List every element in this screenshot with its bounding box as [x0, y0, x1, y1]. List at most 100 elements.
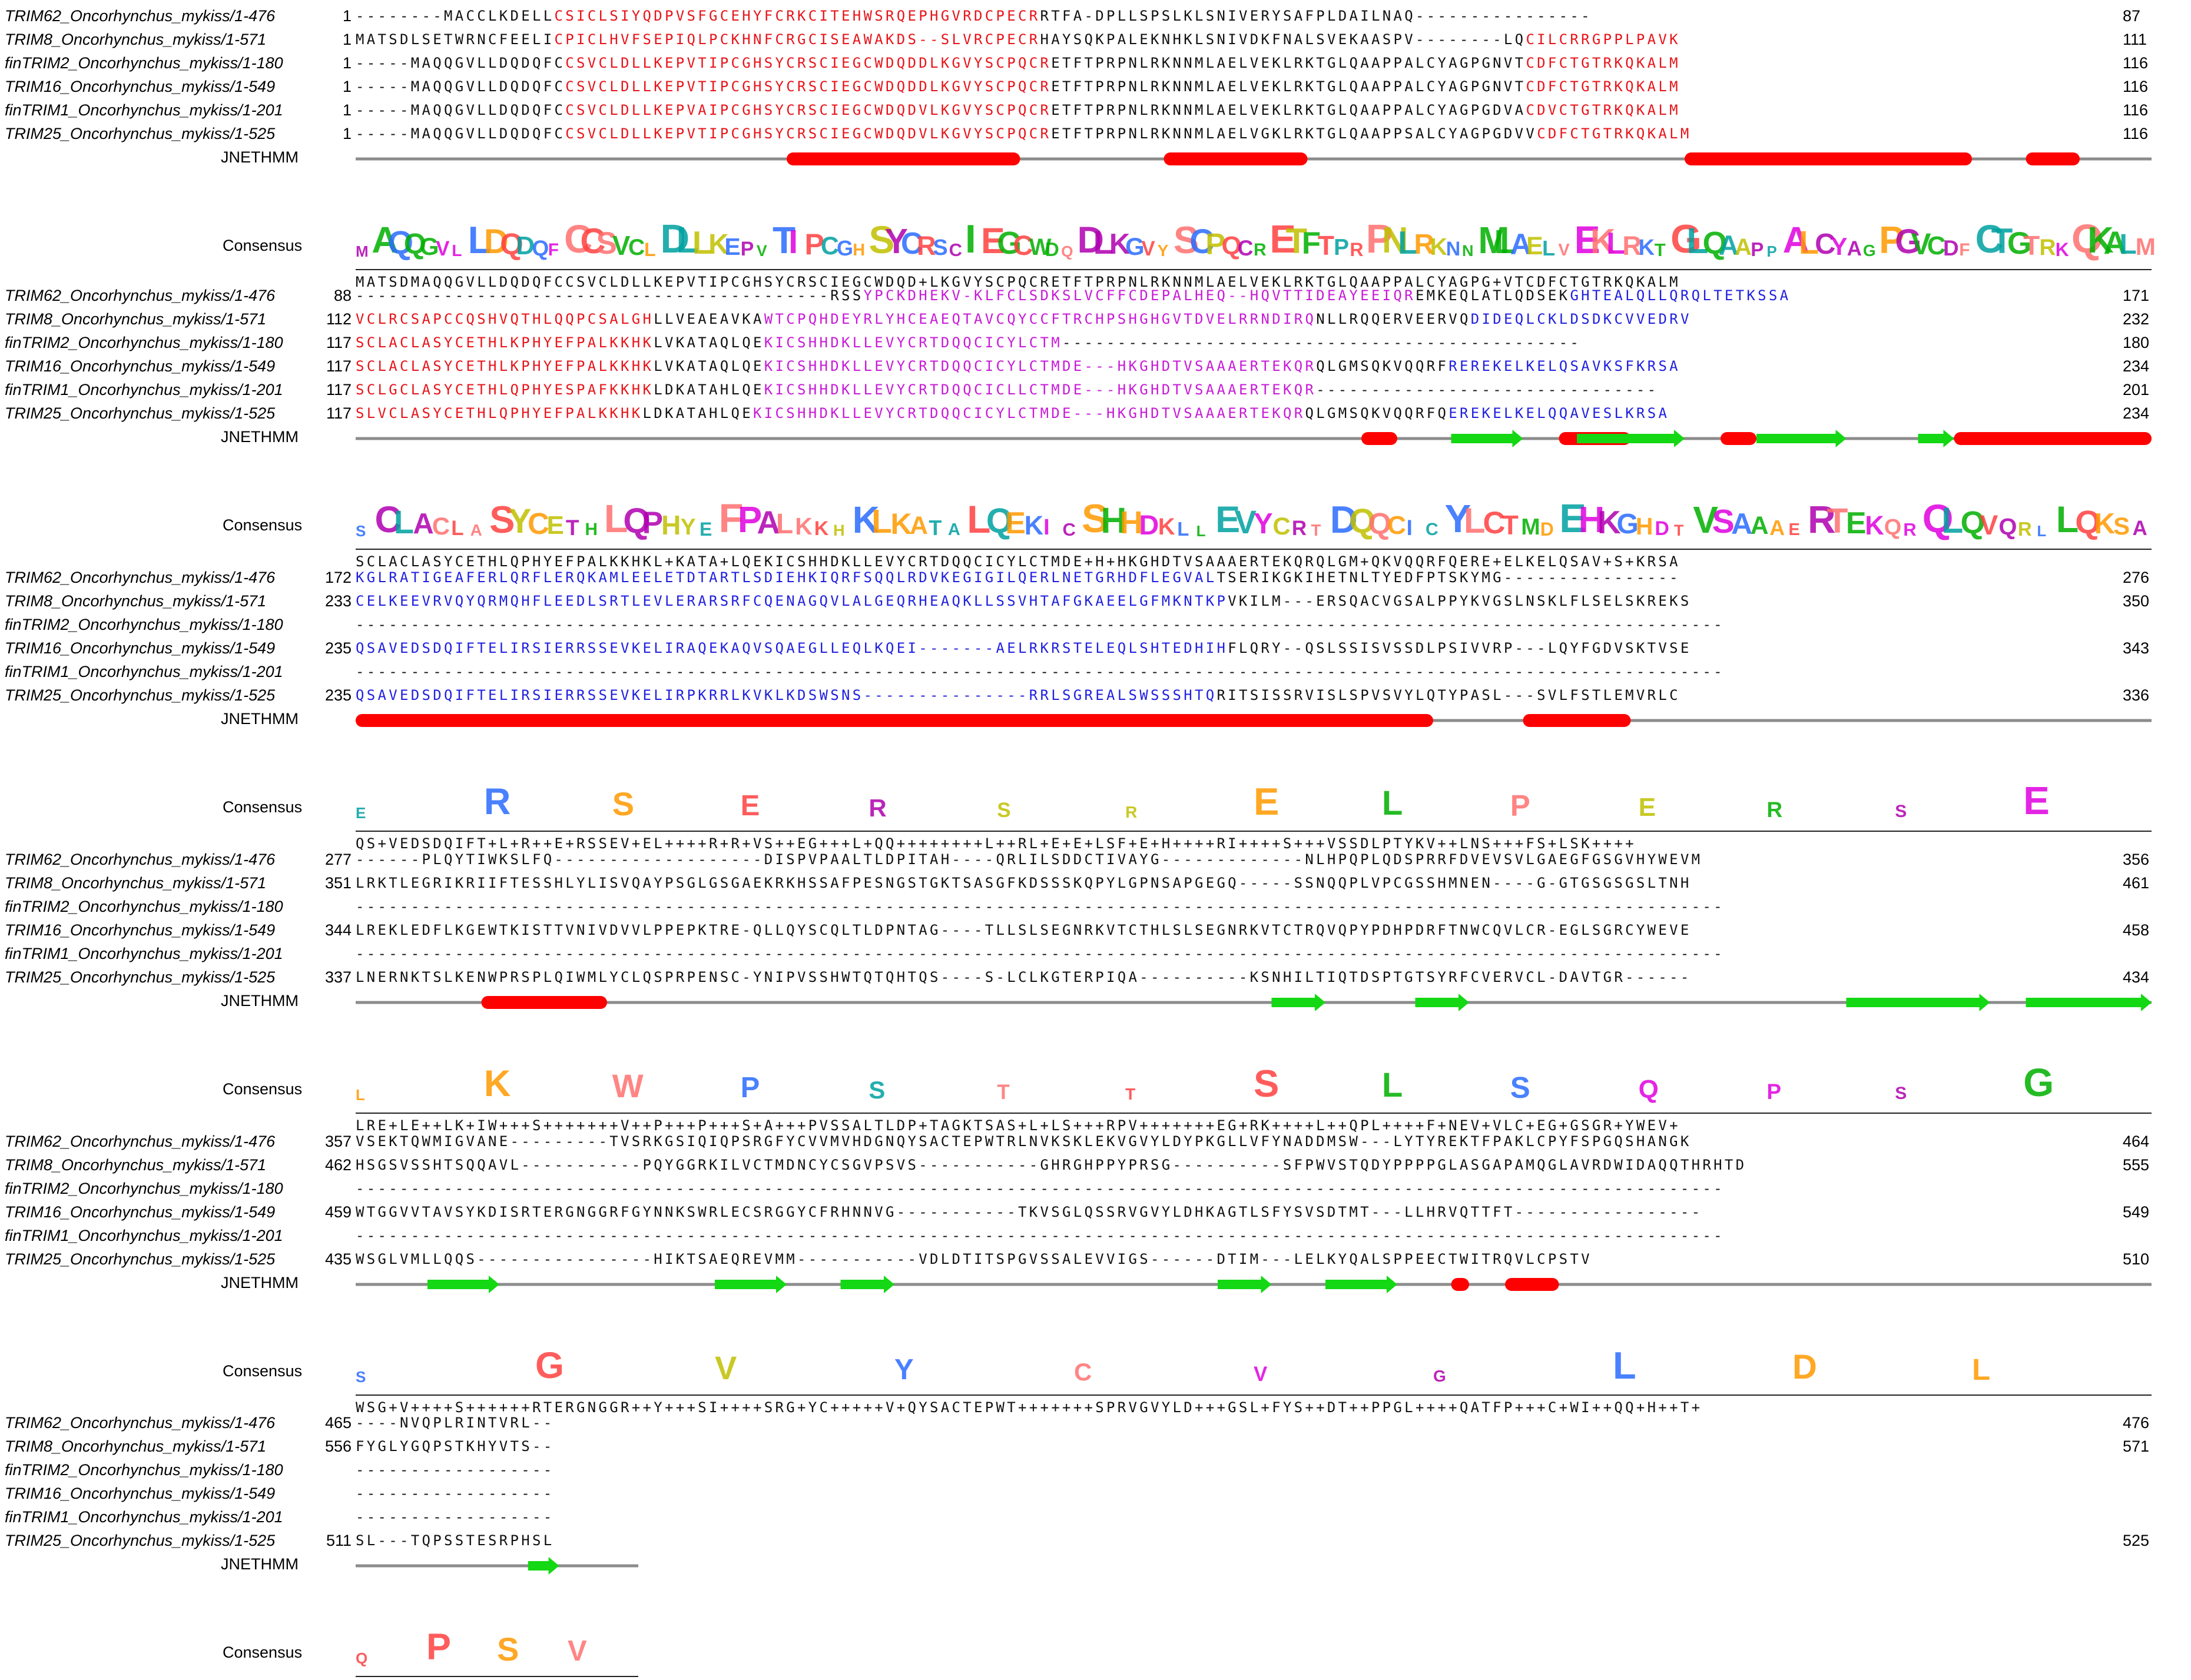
start-position: 235	[324, 639, 352, 657]
aligned-sequence: SCLGCLASYCETHLQPHYESPAFKKHKLDKATAHLQEKIC…	[356, 380, 1658, 400]
logo-letter: D	[1045, 238, 1059, 260]
logo-letter: L	[1381, 784, 1403, 822]
sequence-name: TRIM62_Oncorhynchus_mykiss/1-476	[5, 1133, 276, 1150]
logo-letter: L	[2119, 229, 2137, 260]
consensus-label: Consensus	[223, 1362, 303, 1380]
end-position: 234	[2123, 404, 2150, 422]
logo-letter: L	[1381, 1066, 1403, 1104]
sequence-segment: LDKATAHLQE	[654, 381, 764, 398]
prediction-label: JNETHMM	[221, 1274, 299, 1291]
logo-letter: A	[1718, 230, 1739, 261]
sequence-segment: LREKLEDFLKGEWTKISTTVNIVDVVLPPEPKTRE-QLLQ…	[356, 922, 1692, 938]
logo-letter: P	[804, 228, 824, 261]
end-position: 350	[2123, 592, 2150, 610]
logo-letter: C	[1483, 506, 1506, 540]
logo-letter: E	[1254, 780, 1280, 823]
logo-letter: L	[468, 218, 492, 261]
consensus-label: Consensus	[223, 1644, 303, 1661]
aligned-sequence: SL---TQPSSTESRPHSL	[356, 1530, 555, 1550]
end-position: 87	[2123, 7, 2141, 25]
logo-letter: C	[1426, 520, 1438, 539]
logo-letter: D	[1330, 498, 1358, 541]
sequence-segment: VSEKTQWMIGVANE---------TVSRKGSIQIQPSRGFY…	[356, 1133, 1692, 1150]
start-position: 117	[326, 404, 352, 422]
logo-letter: C	[580, 221, 606, 261]
sequence-segment: -----MAQQGVLLDQDQFC	[356, 55, 566, 71]
sequence-segment: QSAVEDSDQIFTELIRSIERRSSEVKELIRAQEKAQVSQA…	[356, 640, 1228, 656]
logo-letter: C	[528, 507, 549, 540]
logo-letter: L	[1613, 1344, 1636, 1387]
logo-letter: I	[788, 223, 798, 261]
logo-letter: R	[483, 781, 511, 822]
logo-letter: V	[1234, 503, 1257, 540]
alpha-helix	[2026, 152, 2080, 165]
sequence-name: TRIM16_Oncorhynchus_mykiss/1-549	[5, 921, 276, 939]
sequence-name: TRIM16_Oncorhynchus_mykiss/1-549	[5, 357, 276, 375]
logo-letter: S	[596, 226, 617, 261]
logo-letter: Y	[680, 514, 696, 540]
logo-letter: D	[1077, 220, 1104, 261]
logo-letter: K	[483, 1063, 511, 1104]
sequence-segment: CDFCTGTRKQKALM	[1526, 78, 1680, 95]
logo-letter: E	[546, 511, 564, 540]
start-position: 511	[326, 1532, 352, 1549]
logo-letter: C	[900, 227, 923, 261]
logo-letter: N	[1446, 238, 1461, 260]
logo-letter: R	[1291, 517, 1307, 540]
end-position: 116	[2123, 54, 2149, 72]
logo-letter: S	[612, 785, 635, 822]
sequence-segment: HAYSQKPALEKNHKLSNIVDKFNALSVEKAASPV------…	[1040, 31, 1526, 48]
start-position: 112	[326, 310, 352, 328]
logo-letter: L	[1686, 221, 1709, 261]
logo-letter: C	[628, 235, 645, 260]
logo-letter: K	[2055, 239, 2069, 260]
prediction-label: JNETHMM	[221, 428, 299, 446]
prediction-label: JNETHMM	[221, 710, 299, 728]
start-position: 277	[324, 851, 352, 868]
sequence-name: TRIM16_Oncorhynchus_mykiss/1-549	[5, 1203, 276, 1221]
sequence-name: finTRIM2_Oncorhynchus_mykiss/1-180	[5, 1180, 283, 1197]
logo-letter: L	[2037, 522, 2047, 540]
logo-letter: H	[1119, 505, 1143, 540]
sequence-name: TRIM16_Oncorhynchus_mykiss/1-549	[5, 78, 276, 95]
sequence-segment: ------------------	[356, 1462, 555, 1478]
start-position: 556	[324, 1437, 352, 1455]
prediction-label: JNETHMM	[221, 1555, 299, 1573]
aligned-sequence: WTGGVVTAVSYKDISRTERGNGGRFGYNNKSWRLECSRGG…	[356, 1202, 1702, 1222]
logo-letter: S	[489, 498, 515, 541]
sequence-segment: EREKELKELQQAVESLKRSA	[1448, 405, 1670, 421]
start-position: 1	[342, 31, 352, 48]
sequence-name: finTRIM2_Oncorhynchus_mykiss/1-180	[5, 616, 283, 633]
logo-letter: L	[967, 497, 991, 541]
logo-letter: D	[1540, 519, 1554, 540]
logo-letter: T	[997, 1081, 1010, 1104]
logo-letter: I	[964, 217, 976, 261]
sequence-name: TRIM25_Oncorhynchus_mykiss/1-525	[5, 968, 276, 986]
sequence-segment: LVKATAQLQE	[654, 334, 764, 351]
logo-letter: Q	[1702, 225, 1728, 261]
end-position: 276	[2123, 569, 2150, 586]
consensus-label: Consensus	[223, 798, 303, 816]
logo-letter: K	[708, 229, 729, 260]
logo-letter: S	[1254, 1062, 1280, 1105]
logo-letter: K	[795, 513, 813, 540]
logo-letter: Q	[356, 1649, 368, 1667]
sequence-name: TRIM62_Oncorhynchus_mykiss/1-476	[5, 569, 276, 586]
end-position: 555	[2123, 1156, 2150, 1174]
logo-letter: Q	[2071, 216, 2103, 261]
logo-letter: L	[1463, 501, 1486, 540]
aligned-sequence: LNERNKTSLKENWPRSPLQIWMLYCLQSPRPENSC-YNIP…	[356, 967, 1692, 987]
sequence-segment: YPCKDHEKV-KLFCLSDKSLVCFFCDEPALHEQ--HQVTT…	[863, 287, 1416, 304]
logo-letter: L	[1606, 227, 1625, 261]
sequence-segment: LDKATAHLQE	[642, 405, 753, 421]
logo-letter: L	[871, 503, 892, 540]
logo-letter: I	[1043, 515, 1050, 540]
start-position: 344	[324, 921, 352, 939]
consensus-sequence: LRE+LE++LK+IW+++S+++++++V++P+++P+++S+A++…	[356, 1117, 1680, 1134]
sequence-segment: VKILM---ERSQACVGSALPPYKVGSLNSKLFLSELSKRE…	[1228, 593, 1692, 609]
logo-letter: T	[773, 219, 796, 261]
start-position: 357	[324, 1133, 352, 1150]
end-position: 356	[2123, 851, 2150, 868]
alpha-helix	[481, 996, 607, 1009]
logo-letter: Q	[1349, 502, 1376, 540]
